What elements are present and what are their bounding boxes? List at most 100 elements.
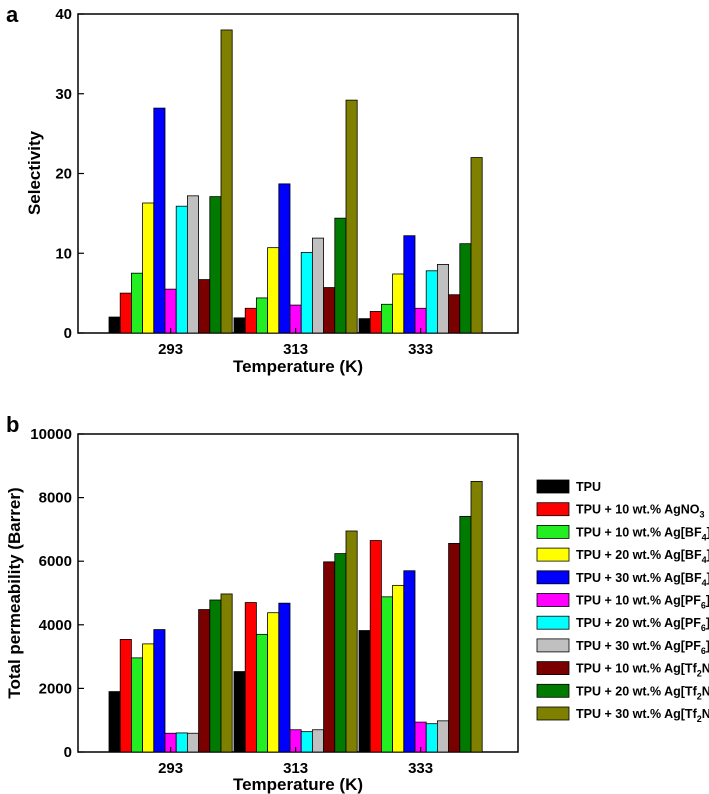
legend-entry-8: TPU + 30 wt.% Ag[PF6] [576, 639, 709, 656]
panel-a-x-ticks: 293 313 333 [158, 328, 433, 358]
panel-b-x-ticks: 293 313 333 [158, 747, 433, 777]
panel-a-selectivity-chart: a 0 10 20 30 40 293 313 333 Temperature (K) Se… [6, 2, 519, 376]
y-tick-label: 30 [55, 86, 72, 103]
bar-8-333 [436, 264, 449, 334]
x-tick-label-333: 333 [408, 760, 433, 777]
y-tick-label: 6000 [39, 553, 72, 570]
bar-10-313 [334, 553, 347, 753]
bar-1-293 [108, 316, 121, 334]
bar-8-313 [311, 729, 324, 753]
panel-b-permeability-chart: b 0 2000 4000 6000 8000 10000 293 313 333 Tempe… [5, 412, 709, 794]
bar-5-313 [278, 602, 291, 753]
panel-b-label: b [6, 412, 19, 437]
bar-10-293 [209, 196, 222, 334]
legend-entry-9: TPU + 10 wt.% Ag[Tf2N] [576, 662, 709, 679]
bar-11-333 [470, 157, 483, 334]
bar-2-293 [119, 292, 132, 334]
bar-1-313 [233, 671, 246, 753]
y-tick-label: 10 [55, 245, 72, 262]
bar-4-313 [267, 612, 280, 753]
legend-entry-11: TPU + 30 wt.% Ag[Tf2N] [576, 707, 709, 724]
legend-entry-5: TPU + 30 wt.% Ag[BF4] [576, 571, 709, 588]
legend-swatch-8 [536, 638, 570, 653]
bar-9-333 [448, 542, 461, 753]
legend-swatch-7 [536, 615, 570, 630]
bar-2-313 [244, 602, 257, 753]
bar-8-293 [186, 732, 199, 753]
bar-7-313 [300, 731, 313, 753]
bar-3-333 [380, 303, 393, 334]
y-tick-label: 0 [64, 325, 72, 342]
bar-4-333 [392, 584, 405, 753]
bar-9-313 [323, 287, 336, 334]
legend-swatch-6 [536, 593, 570, 607]
legend-entry-2: TPU + 10 wt.% AgNO3 [576, 503, 705, 520]
bar-1-333 [358, 318, 371, 334]
panel-a-bars [108, 29, 483, 334]
bar-6-293 [164, 288, 177, 334]
bar-3-333 [380, 596, 393, 753]
x-tick-label-293: 293 [158, 341, 183, 358]
panel-a-y-ticks: 0 10 20 30 40 [55, 6, 84, 342]
bar-11-333 [470, 480, 483, 753]
bar-2-313 [244, 307, 257, 334]
bar-5-293 [153, 629, 166, 753]
bar-4-313 [267, 247, 280, 334]
bar-4-333 [392, 273, 405, 334]
bar-9-313 [323, 561, 336, 753]
bar-2-333 [369, 311, 382, 334]
legend-entry-10: TPU + 20 wt.% Ag[Tf2N] [576, 684, 709, 701]
bar-11-313 [345, 530, 358, 753]
x-tick-label-293: 293 [158, 760, 183, 777]
legend-entry-7: TPU + 20 wt.% Ag[PF6] [576, 616, 709, 633]
legend-entry-4: TPU + 20 wt.% Ag[BF4] [576, 548, 709, 565]
bar-10-333 [459, 243, 472, 334]
y-tick-label: 0 [64, 744, 72, 761]
legend-swatch-11 [536, 706, 570, 721]
y-tick-label: 8000 [39, 490, 72, 507]
legend-swatch-4 [536, 547, 570, 562]
bar-1-293 [108, 691, 121, 753]
y-tick-label: 20 [55, 166, 72, 183]
bar-7-313 [300, 252, 313, 334]
panel-b-legend: TPU TPU + 10 wt.% AgNO3 TPU + 10 wt.% Ag[B… [536, 479, 709, 724]
panel-a-label: a [6, 2, 19, 27]
bar-3-313 [255, 297, 268, 334]
bar-8-313 [311, 237, 324, 334]
bar-1-313 [233, 317, 246, 334]
bar-11-313 [345, 99, 358, 334]
x-tick-label-313: 313 [283, 760, 308, 777]
bar-1-333 [358, 630, 371, 753]
panel-b-y-ticks: 0 2000 4000 6000 8000 10000 [30, 426, 84, 761]
legend-entry-3: TPU + 10 wt.% Ag[BF4] [576, 525, 709, 542]
bar-5-333 [403, 235, 416, 334]
bar-5-333 [403, 570, 416, 753]
bar-2-333 [369, 540, 382, 753]
legend-swatch-5 [536, 570, 570, 585]
legend-entry-1: TPU [576, 480, 601, 494]
bar-7-333 [425, 270, 438, 334]
bar-8-333 [436, 720, 449, 753]
legend-swatch-10 [536, 683, 570, 698]
panel-a-y-axis-label: Selectivity [25, 130, 44, 215]
y-tick-label: 40 [55, 6, 72, 23]
bar-5-313 [278, 183, 291, 334]
bar-7-293 [175, 205, 188, 334]
bar-5-293 [153, 107, 166, 334]
bar-10-333 [459, 515, 472, 753]
bar-11-293 [220, 29, 233, 334]
legend-swatch-9 [536, 661, 570, 675]
bar-3-293 [130, 657, 143, 753]
bar-4-293 [142, 202, 155, 334]
y-tick-label: 2000 [39, 680, 72, 697]
y-tick-label: 10000 [30, 426, 72, 443]
x-tick-label-313: 313 [283, 341, 308, 358]
bar-11-293 [220, 593, 233, 753]
bar-7-333 [425, 723, 438, 753]
bar-2-293 [119, 639, 132, 753]
bar-10-313 [334, 217, 347, 334]
bar-7-293 [175, 732, 188, 753]
panel-b-x-axis-label: Temperature (K) [233, 775, 363, 794]
bar-3-313 [255, 633, 268, 753]
